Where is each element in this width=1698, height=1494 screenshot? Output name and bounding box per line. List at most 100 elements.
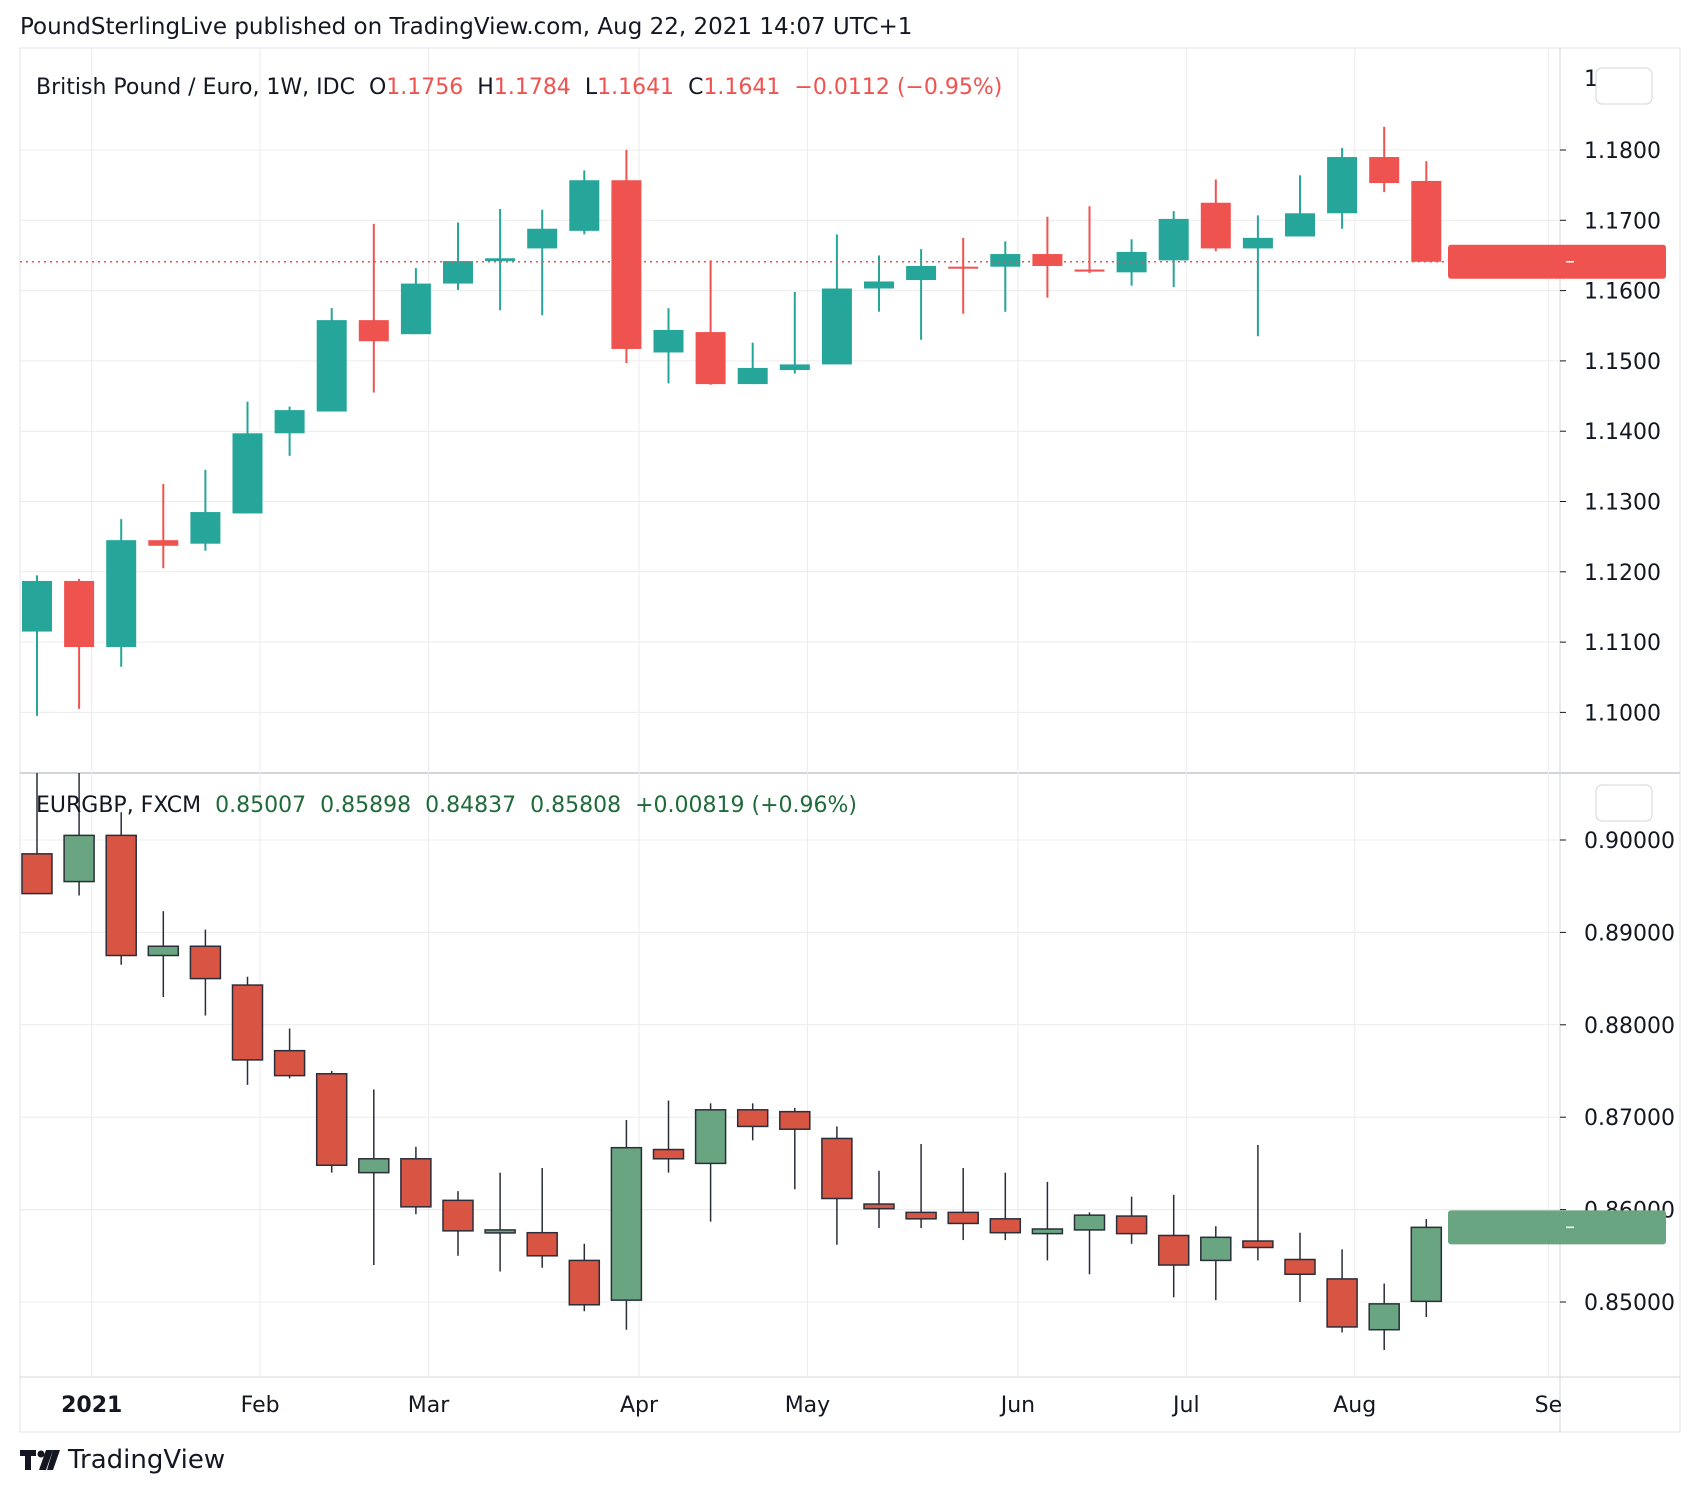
legend-sep [355, 75, 369, 100]
y-tick-label: 0.90000 [1584, 829, 1675, 854]
candle [400, 268, 431, 335]
candle [484, 1172, 516, 1272]
candle-body [779, 364, 810, 371]
publisher-header: PoundSterlingLive published on TradingVi… [20, 14, 913, 40]
candle [190, 469, 221, 551]
candle-body [906, 265, 937, 281]
candle [736, 1103, 769, 1141]
candle-body [358, 320, 389, 342]
legend-part: EURGBP, FXCM [36, 793, 201, 818]
y-tick-label: 0.85000 [1584, 1291, 1675, 1316]
y-tick-label: 0.87000 [1584, 1106, 1675, 1131]
candle [358, 223, 389, 393]
legend-sep [201, 793, 215, 818]
candle [779, 1107, 811, 1190]
tradingview-logo-icon [20, 1450, 60, 1470]
legend-part: 1.1641 [597, 75, 674, 100]
time-axis: 2021 Feb Mar Apr May Jun Jul Aug Se [61, 1393, 1562, 1418]
legend-part: British Pound / Euro, 1W, IDC [36, 75, 355, 100]
candle [1410, 1219, 1443, 1318]
candle [948, 237, 979, 314]
candle-body [653, 329, 684, 353]
candle [821, 1126, 853, 1245]
candle [231, 976, 264, 1085]
legend-part: +0.00819 (+0.96%) [635, 793, 857, 818]
candle-body [22, 580, 52, 632]
candle-body [695, 332, 726, 385]
candle-body [1327, 157, 1358, 214]
candle [443, 222, 473, 290]
legend-part: O [369, 75, 386, 100]
currency-badge-eur-box [1595, 67, 1653, 105]
legend-part: L [585, 75, 598, 100]
candle-body [484, 1229, 516, 1234]
x-tick-label: Jun [999, 1393, 1035, 1418]
candle-body [905, 1211, 937, 1220]
x-tick-label: Se [1535, 1393, 1563, 1418]
candle [1242, 1144, 1274, 1261]
candle-body [1115, 1215, 1148, 1235]
candle-body [106, 540, 137, 648]
y-tick-label: 1.1500 [1584, 350, 1661, 375]
candle [1158, 211, 1189, 288]
candle-body [443, 261, 473, 284]
candle-body [147, 945, 180, 957]
candle [148, 483, 179, 569]
price-tag-eurgbp [1448, 1210, 1666, 1245]
tradingview-logo[interactable]: TradingView [20, 1445, 225, 1475]
x-tick-label: Apr [620, 1393, 659, 1418]
currency-badge-gbp [1595, 784, 1653, 822]
candle-body [863, 1203, 895, 1210]
candle [1368, 1283, 1400, 1351]
candle-body [652, 1148, 685, 1160]
candle [1115, 1196, 1148, 1244]
candle-body [485, 258, 516, 262]
candle [1242, 215, 1273, 337]
candle [652, 1100, 685, 1173]
candle [189, 929, 222, 1016]
candle-body [527, 228, 558, 249]
candle [21, 773, 53, 895]
candle [485, 209, 516, 311]
candle [1032, 216, 1063, 298]
legend-sep [463, 75, 477, 100]
candle [358, 1089, 390, 1266]
legend-part: H [477, 75, 494, 100]
legend-sep [411, 793, 425, 818]
eurgbp-pane[interactable] [21, 738, 1443, 1351]
legend-part: 1.1756 [386, 75, 463, 100]
legend-sep [780, 75, 794, 100]
candle [1285, 175, 1315, 237]
candle-body [864, 281, 894, 289]
candle-body [611, 180, 642, 349]
candle-body [821, 288, 852, 365]
candle [22, 575, 52, 716]
x-tick-label: Mar [408, 1393, 450, 1418]
candle-body [189, 945, 222, 980]
gbpeur-pane[interactable] [20, 126, 1560, 716]
candle [106, 519, 137, 667]
eurgbp-candles [21, 773, 1443, 1351]
grid-lines [20, 48, 1560, 1377]
candle [905, 1143, 937, 1229]
candle [1031, 1181, 1064, 1261]
candle-body [442, 1199, 474, 1232]
candle [63, 773, 95, 896]
candle-body [400, 283, 431, 335]
candle-body [526, 1231, 558, 1257]
candle [779, 292, 810, 374]
candle-body [1073, 1214, 1106, 1231]
legend-eurgbp: EURGBP, FXCM 0.85007 0.85898 0.84837 0.8… [36, 793, 857, 818]
candle [1200, 1226, 1232, 1301]
legends: British Pound / Euro, 1W, IDC O1.1756 H 1… [36, 75, 1002, 818]
candle [989, 1172, 1022, 1241]
candle [1327, 147, 1358, 229]
candle-body [21, 853, 53, 895]
y-tick-label: 0.88000 [1584, 1014, 1675, 1039]
candle-body [737, 367, 768, 385]
candle [990, 241, 1021, 312]
candle-body [231, 984, 264, 1061]
candle [653, 308, 684, 384]
candle [1073, 1212, 1106, 1275]
